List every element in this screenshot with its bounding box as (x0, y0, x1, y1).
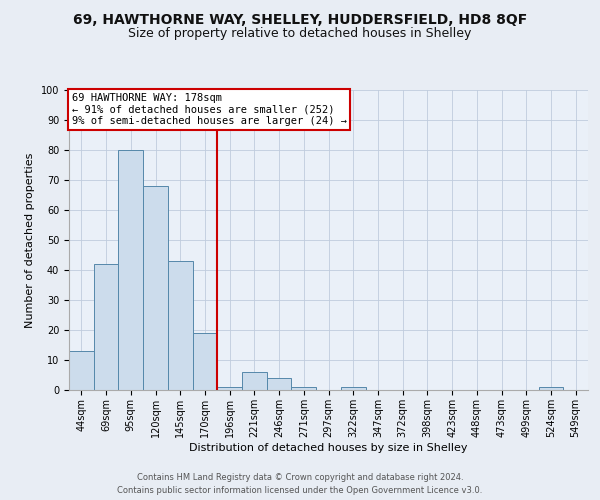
Bar (168, 261, 193, 390)
X-axis label: Distribution of detached houses by size in Shelley: Distribution of detached houses by size … (189, 442, 468, 452)
Bar (341, 387, 365, 390)
Bar (143, 186, 168, 390)
Bar (539, 387, 563, 390)
Bar (267, 378, 292, 390)
Text: Contains HM Land Registry data © Crown copyright and database right 2024.: Contains HM Land Registry data © Crown c… (137, 474, 463, 482)
Text: 69 HAWTHORNE WAY: 178sqm
← 91% of detached houses are smaller (252)
9% of semi-d: 69 HAWTHORNE WAY: 178sqm ← 91% of detach… (71, 93, 347, 126)
Bar (69, 351, 94, 390)
Bar (217, 387, 242, 390)
Bar (193, 333, 217, 390)
Bar (94, 264, 118, 390)
Text: Contains public sector information licensed under the Open Government Licence v3: Contains public sector information licen… (118, 486, 482, 495)
Bar (242, 372, 267, 390)
Bar (292, 387, 316, 390)
Y-axis label: Number of detached properties: Number of detached properties (25, 152, 35, 328)
Bar (118, 150, 143, 390)
Text: 69, HAWTHORNE WAY, SHELLEY, HUDDERSFIELD, HD8 8QF: 69, HAWTHORNE WAY, SHELLEY, HUDDERSFIELD… (73, 12, 527, 26)
Text: Size of property relative to detached houses in Shelley: Size of property relative to detached ho… (128, 28, 472, 40)
